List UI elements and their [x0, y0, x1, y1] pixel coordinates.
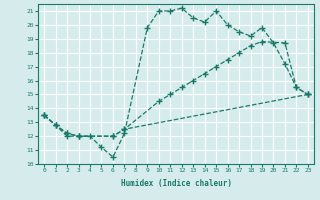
X-axis label: Humidex (Indice chaleur): Humidex (Indice chaleur): [121, 179, 231, 188]
